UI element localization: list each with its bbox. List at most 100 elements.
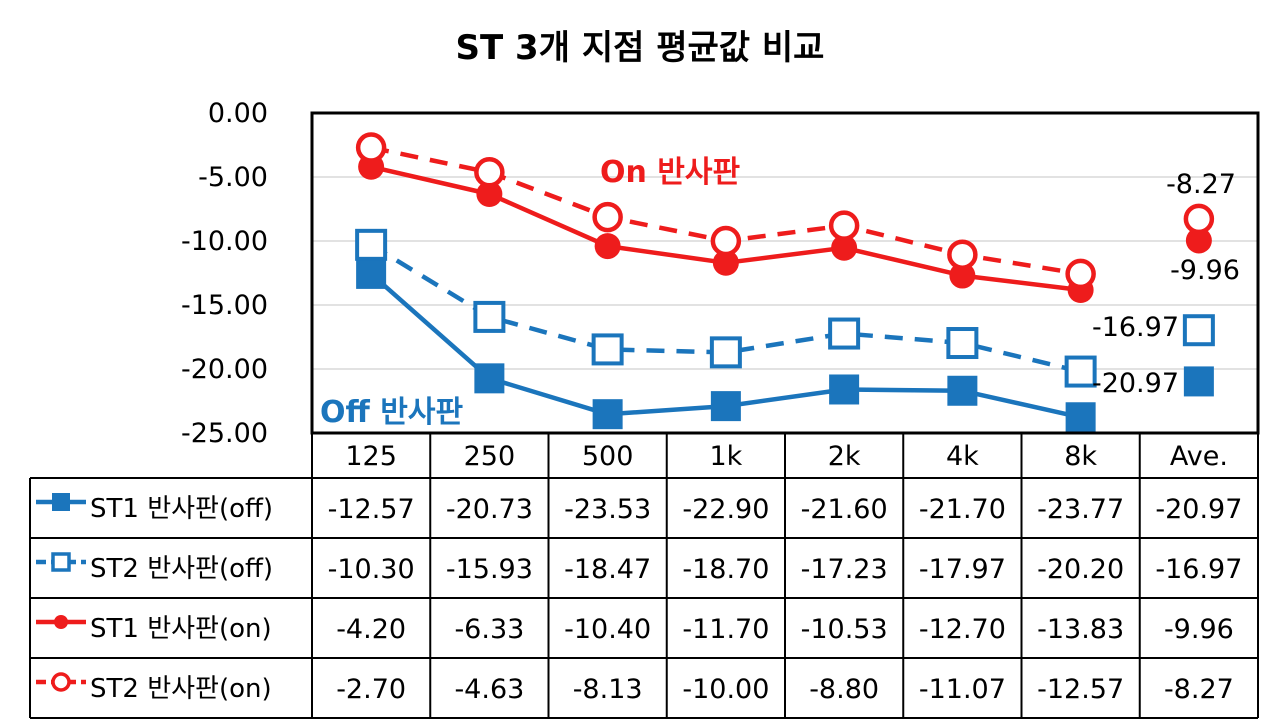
table-cell: -10.53 [801,614,888,645]
table-cell: -20.73 [446,494,533,525]
x-tick-label: 125 [345,441,397,472]
data-point [829,374,860,405]
annotation-on: On 반사판 [600,155,741,190]
data-point [1185,227,1212,254]
data-point [591,333,624,366]
data-point [1064,355,1097,388]
data-point [356,258,387,289]
table-cell: -10.40 [564,614,651,645]
x-tick-label: 500 [582,441,634,472]
data-point [828,210,860,241]
annotation-off: Off 반사판 [320,395,463,430]
series-name: ST1 반사판(on) [90,614,272,644]
data-point [946,327,979,360]
avg-label-st2-off: -16.97 [1092,312,1179,343]
table-cell: -17.97 [919,554,1006,585]
table-cell: -17.23 [801,554,888,585]
data-point [476,181,503,208]
average-data-labels: -8.27 -9.96 -16.97 -20.97 [1092,169,1240,399]
data-point [355,228,388,261]
legend-marker [54,615,68,629]
legend-key [36,552,86,572]
legend-marker [51,672,71,692]
table-cell: -11.70 [682,614,769,645]
y-tick-label: -10.00 [181,226,268,257]
y-tick-label: 0.00 [208,98,268,129]
data-point [1182,314,1215,347]
series-name: ST2 반사판(on) [90,674,272,704]
avg-label-st2-on: -8.27 [1166,169,1236,200]
table-cell: -10.00 [682,674,769,705]
series-2 [355,228,1215,388]
data-point [474,363,505,394]
x-tick-label: Ave. [1170,441,1228,472]
data-point [947,375,978,406]
table-cell: -6.33 [454,614,524,645]
data-point [1183,203,1215,235]
legend-key [36,615,86,629]
table-cell: -8.27 [1164,674,1234,705]
table-cell: -12.57 [328,494,415,525]
y-tick-label: -25.00 [181,418,268,449]
table-cell: -13.83 [1037,614,1124,645]
series-name: ST1 반사판(off) [90,494,273,524]
table-cell: -2.70 [336,674,406,705]
table-cell: -12.70 [919,614,1006,645]
x-tick-label: 2k [828,441,861,472]
y-tick-label: -5.00 [198,162,268,193]
x-tick-label: 8k [1064,441,1097,472]
table-cell: -22.90 [682,494,769,525]
data-point [592,399,623,430]
table-cell: -10.30 [328,554,415,585]
chart-title: ST 3개 지점 평균값 비교 [456,28,825,68]
table-cell: -20.97 [1155,494,1242,525]
x-tick-label: 1k [709,441,742,472]
avg-label-st1-on: -9.96 [1170,255,1240,286]
data-point [831,234,858,261]
table-cell: -20.20 [1037,554,1124,585]
table-cell: -4.20 [336,614,406,645]
table-cell: -16.97 [1155,554,1242,585]
data-point [712,249,739,276]
data-point [1183,366,1214,397]
y-tick-label: -15.00 [181,290,268,321]
table-cell: -9.96 [1164,614,1234,645]
legend-key [36,672,86,692]
y-tick-label: -20.00 [181,354,268,385]
data-point [473,300,506,333]
series-1 [356,258,1214,433]
table-cell: -23.77 [1037,494,1124,525]
data-point [474,157,505,188]
data-point [1065,258,1096,290]
y-axis-ticks: 0.00 -5.00 -10.00 -15.00 -20.00 -25.00 [181,98,268,449]
series-4 [355,132,1215,290]
table-cell: -18.70 [682,554,769,585]
data-point [594,233,621,260]
table-cell: -21.60 [801,494,888,525]
data-point [592,201,623,233]
series-3 [358,153,1212,304]
data-point [710,391,741,422]
data-point [709,336,742,369]
table-cell: -8.80 [809,674,879,705]
legend-key [36,493,86,511]
annotations: On 반사판 Off 반사판 [320,155,741,430]
data-table: 125 250 500 1k 2k 4k 8k Ave.ST1 반사판(off) -12.57-… [29,432,1259,719]
data-point [947,239,978,270]
legend-marker [52,493,70,511]
table-cell: -12.57 [1037,674,1124,705]
table-cell: -18.47 [564,554,651,585]
series-lines [355,132,1215,433]
data-point [355,132,387,163]
x-tick-label: 250 [464,441,516,472]
table-cell: -11.07 [919,674,1006,705]
data-point [1065,402,1096,433]
table-cell: -4.63 [454,674,524,705]
x-tick-label: 4k [946,441,979,472]
table-cell: -8.13 [573,674,643,705]
table-cell: -23.53 [564,494,651,525]
table-cell: -21.70 [919,494,1006,525]
data-point [949,262,976,289]
series-name: ST2 반사판(off) [90,554,273,584]
